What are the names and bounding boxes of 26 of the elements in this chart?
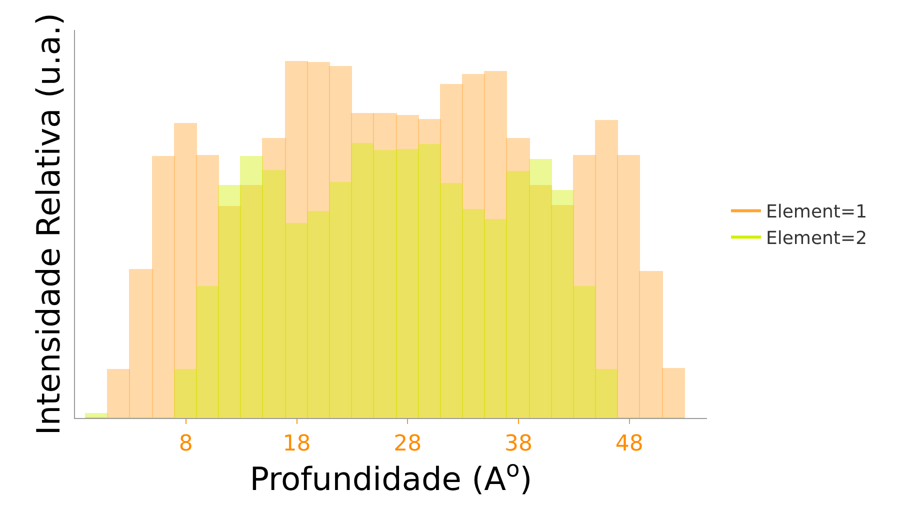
bar xyxy=(440,183,463,418)
bar xyxy=(573,286,596,418)
x-tick-label: 8 xyxy=(178,431,193,456)
bar xyxy=(174,369,197,418)
legend-label: Element=1 xyxy=(766,202,868,223)
x-axis-title: Profundidade (A$^{o}$) xyxy=(250,456,532,498)
bar xyxy=(107,369,130,418)
bar xyxy=(85,413,108,418)
bar xyxy=(617,155,640,418)
bar xyxy=(307,211,330,418)
x-tick-label: 18 xyxy=(282,431,311,456)
bar xyxy=(595,369,618,418)
bar xyxy=(285,223,308,418)
bar xyxy=(329,182,352,418)
bar xyxy=(639,271,663,418)
x-tick-label: 38 xyxy=(504,431,533,456)
bar xyxy=(662,368,685,418)
y-axis-title: Intensidade Relativa (u.a.) xyxy=(29,12,68,436)
bar xyxy=(152,156,175,418)
x-tick-label: 28 xyxy=(394,431,422,456)
bar xyxy=(462,209,485,418)
bar xyxy=(129,269,153,418)
legend-label: Element=2 xyxy=(766,228,868,250)
x-tick-label: 48 xyxy=(615,431,644,456)
bar xyxy=(196,286,219,418)
bar xyxy=(484,219,507,418)
